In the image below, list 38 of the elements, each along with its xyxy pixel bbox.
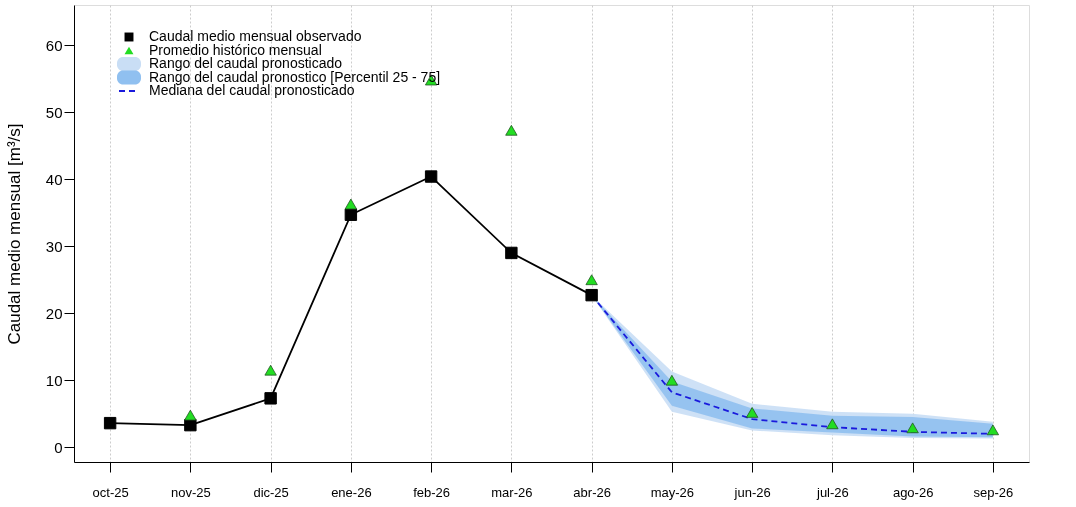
x-tick-label: feb-26 xyxy=(413,484,451,500)
x-tick-label: sep-26 xyxy=(973,484,1014,500)
legend-label: Caudal medio mensual observado xyxy=(149,28,362,44)
point xyxy=(184,409,197,421)
y-tick-label: 60 xyxy=(45,36,63,54)
point xyxy=(344,198,357,210)
legend-label: Promedio histórico mensual xyxy=(149,41,322,58)
y-tick-label: 50 xyxy=(45,103,63,121)
y-tick-label: 0 xyxy=(54,438,63,456)
y-tick-label: 30 xyxy=(45,237,63,255)
legend-label: Rango del caudal pronosticado xyxy=(149,55,343,71)
point xyxy=(264,392,277,405)
y-axis-title: Caudal medio mensual [m³/s] xyxy=(4,123,24,345)
point xyxy=(986,424,999,436)
x-tick-label: nov-25 xyxy=(170,484,211,500)
x-tick-label: ene-26 xyxy=(331,484,372,500)
point xyxy=(665,374,678,386)
point xyxy=(424,170,438,183)
point xyxy=(585,288,598,302)
point xyxy=(585,274,598,286)
x-tick-label: dic-25 xyxy=(253,484,289,500)
y-tick-label: 20 xyxy=(45,304,63,322)
point xyxy=(264,364,277,376)
x-tick-label: may-26 xyxy=(650,484,695,500)
y-tick-label: 10 xyxy=(45,371,63,389)
x-tick-label: ago-26 xyxy=(892,484,934,500)
point xyxy=(103,416,117,430)
point xyxy=(826,418,839,430)
point xyxy=(906,422,919,434)
x-tick-label: abr-26 xyxy=(573,484,611,500)
point xyxy=(505,246,518,260)
x-tick-label: jul-26 xyxy=(815,484,849,500)
y-tick-label: 40 xyxy=(45,170,63,188)
x-tick-label: oct-25 xyxy=(92,484,129,500)
point xyxy=(505,124,518,136)
x-tick-label: jun-26 xyxy=(733,484,771,500)
x-tick-label: mar-26 xyxy=(491,484,533,500)
point xyxy=(746,407,759,418)
